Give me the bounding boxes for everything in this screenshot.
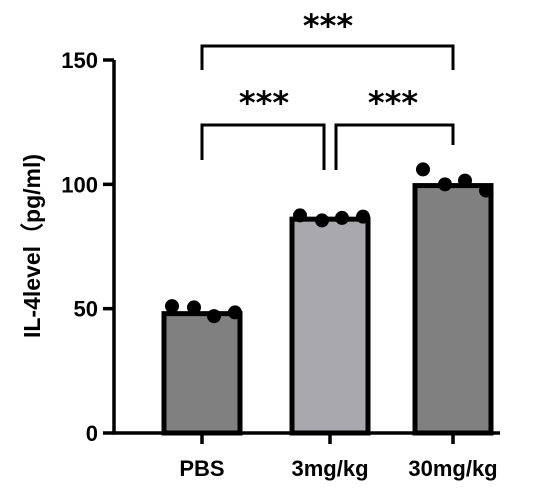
significance-bracket [200,123,326,170]
data-point [416,162,430,177]
x-tick-label: 30mg/kg [408,456,497,481]
data-point [165,299,179,314]
significance-brackets: *** *** *** [200,7,455,170]
y-tick-label: 150 [61,48,98,73]
data-point [335,210,349,225]
data-points [165,162,493,324]
data-point [458,173,472,188]
significance-label: *** [368,84,418,122]
significance-bracket [334,123,455,170]
x-tick-label: PBS [179,456,224,481]
x-tick-label: 3mg/kg [291,456,368,481]
data-point [438,177,452,192]
data-point [187,300,201,315]
data-point [207,309,221,324]
y-axis-label: IL-4level（pg/ml) [19,154,45,338]
data-point [293,208,307,223]
bar-1 [161,311,243,436]
bar-2 [289,216,371,436]
x-ticks: PBS 3mg/kg 30mg/kg [179,433,498,481]
data-point [356,209,370,224]
y-axis: 0 50 100 150 IL-4level（pg/ml) [19,48,116,446]
y-tick-label: 50 [74,297,98,322]
data-point [228,305,242,320]
significance-bracket [200,44,455,70]
x-axis: PBS 3mg/kg 30mg/kg [112,431,500,481]
bar-3 [412,183,494,436]
significance-label: *** [303,7,353,45]
data-point [315,213,329,228]
bars [161,183,494,436]
data-point [479,183,493,198]
y-tick-label: 0 [86,421,98,446]
y-tick-label: 100 [61,172,98,197]
y-ticks: 0 50 100 150 [61,48,114,446]
significance-label: *** [239,84,289,122]
